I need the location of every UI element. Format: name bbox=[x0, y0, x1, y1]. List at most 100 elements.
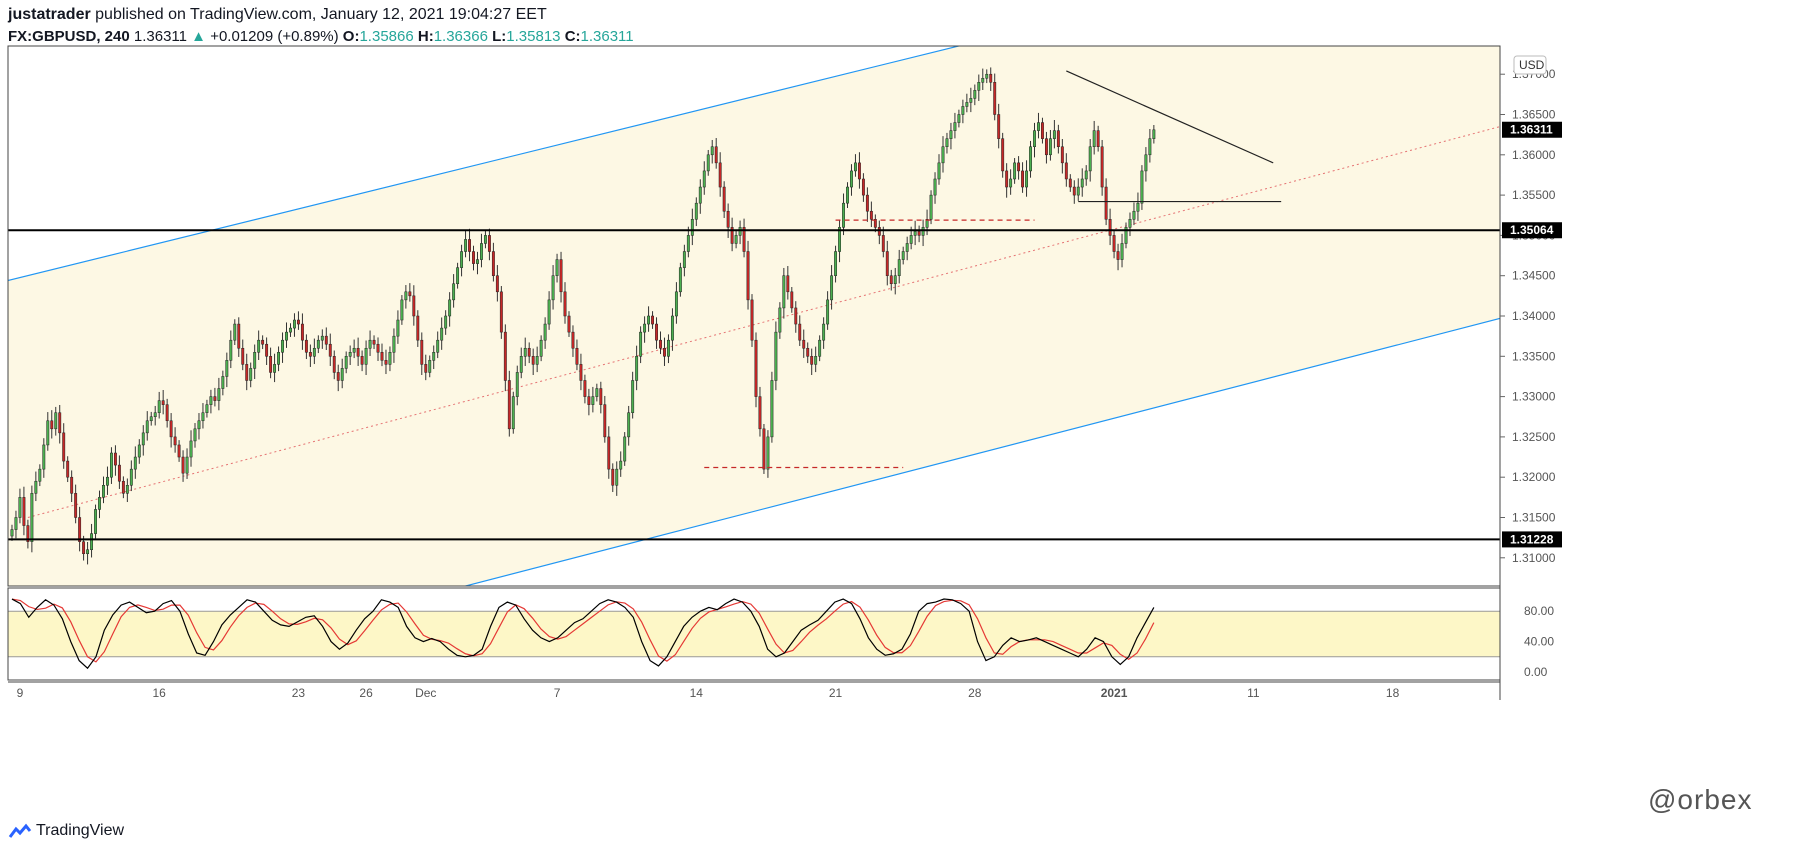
published-text: published on TradingView.com, January 12… bbox=[95, 6, 547, 23]
candle bbox=[686, 235, 690, 252]
candle bbox=[432, 352, 436, 361]
candle bbox=[300, 323, 304, 341]
candle bbox=[1148, 138, 1152, 156]
candle bbox=[806, 347, 810, 357]
tradingview-logo[interactable]: TradingView bbox=[8, 822, 124, 840]
candle bbox=[1060, 146, 1064, 164]
candle bbox=[121, 480, 125, 494]
candle bbox=[1128, 219, 1132, 228]
candle bbox=[1009, 178, 1013, 188]
candle bbox=[1096, 130, 1100, 147]
candle bbox=[42, 444, 46, 470]
candle bbox=[10, 529, 14, 537]
x-tick-label: 2021 bbox=[1101, 686, 1128, 700]
candle bbox=[237, 323, 241, 349]
candle bbox=[730, 227, 734, 244]
osc-tick-label: 40.00 bbox=[1524, 635, 1554, 649]
candle bbox=[818, 339, 822, 357]
candle bbox=[189, 440, 193, 458]
candle bbox=[18, 497, 22, 518]
candle bbox=[555, 259, 559, 276]
candle bbox=[531, 356, 535, 365]
candle bbox=[547, 299, 551, 325]
candle bbox=[1048, 138, 1052, 156]
candle bbox=[842, 202, 845, 228]
candle bbox=[1033, 130, 1036, 147]
author-name[interactable]: justatrader bbox=[8, 6, 91, 23]
candle bbox=[173, 436, 177, 446]
trendline bbox=[1066, 70, 1274, 164]
candle bbox=[110, 452, 113, 478]
candle bbox=[209, 396, 213, 405]
symbol-label[interactable]: FX:GBPUSD, 240 bbox=[8, 28, 130, 45]
x-tick-label: 11 bbox=[1247, 686, 1260, 700]
candle bbox=[476, 259, 479, 264]
candle bbox=[1120, 243, 1124, 260]
candle bbox=[607, 436, 611, 470]
currency-label: USD bbox=[1519, 58, 1545, 72]
candle bbox=[543, 323, 547, 341]
candle bbox=[933, 178, 937, 196]
candle bbox=[396, 319, 400, 337]
candle bbox=[690, 219, 694, 236]
candle bbox=[82, 541, 86, 555]
candle bbox=[631, 380, 635, 413]
x-tick-label: 9 bbox=[17, 686, 24, 700]
candle bbox=[587, 396, 591, 405]
candle bbox=[78, 517, 82, 542]
candle bbox=[511, 396, 515, 430]
candle bbox=[205, 404, 209, 413]
oscillator-pane bbox=[11, 598, 1155, 670]
candle bbox=[901, 251, 905, 260]
candle bbox=[603, 404, 607, 438]
candle bbox=[273, 364, 277, 373]
candle bbox=[655, 323, 658, 341]
candle bbox=[1104, 186, 1108, 220]
candle bbox=[201, 412, 205, 422]
candle bbox=[404, 291, 408, 301]
candle bbox=[1116, 251, 1120, 260]
candle bbox=[193, 428, 197, 442]
candle bbox=[551, 275, 555, 301]
candle bbox=[909, 235, 913, 244]
candle bbox=[579, 364, 583, 381]
candle bbox=[285, 331, 288, 341]
candle bbox=[945, 138, 949, 147]
candle bbox=[814, 356, 818, 365]
candle bbox=[293, 319, 296, 329]
candle bbox=[491, 251, 495, 276]
candle bbox=[1017, 162, 1021, 172]
candle bbox=[460, 251, 464, 268]
candle bbox=[877, 227, 881, 236]
candle bbox=[336, 372, 340, 381]
price-tag bbox=[1502, 121, 1562, 138]
candle bbox=[746, 251, 750, 301]
watermark: @orbex bbox=[1648, 784, 1753, 815]
candle bbox=[619, 460, 623, 470]
candle bbox=[822, 323, 826, 341]
candle bbox=[567, 315, 571, 333]
tradingview-icon bbox=[8, 823, 32, 838]
candle bbox=[802, 339, 806, 349]
candle bbox=[674, 291, 678, 317]
candle bbox=[623, 436, 627, 462]
candle bbox=[758, 396, 762, 430]
candle bbox=[1140, 170, 1144, 204]
candle bbox=[742, 227, 746, 252]
y-tick-label: 1.35500 bbox=[1512, 188, 1556, 202]
candle bbox=[993, 82, 997, 115]
candle bbox=[1037, 122, 1040, 131]
x-tick-label: 23 bbox=[292, 686, 306, 700]
candle bbox=[794, 307, 798, 325]
candle bbox=[667, 339, 670, 357]
price-tag-label: 1.36311 bbox=[1510, 123, 1553, 137]
candle bbox=[376, 343, 380, 353]
candle bbox=[563, 291, 567, 317]
candle bbox=[846, 186, 849, 204]
x-tick-label: 18 bbox=[1386, 686, 1400, 700]
candle bbox=[905, 243, 909, 252]
candle bbox=[320, 335, 324, 341]
candle bbox=[826, 299, 830, 325]
candle bbox=[778, 307, 782, 333]
